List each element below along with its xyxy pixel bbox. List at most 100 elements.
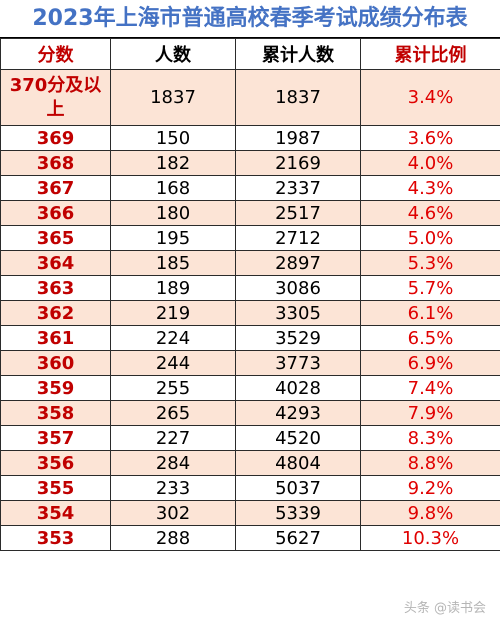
- page-title: 2023年上海市普通高校春季考试成绩分布表: [0, 0, 500, 38]
- score-cell: 357: [0, 425, 111, 451]
- table-row: 354 302 5339 9.8%: [0, 500, 500, 526]
- count-cell: 302: [110, 500, 236, 526]
- cumulative-cell: 1837: [235, 69, 361, 126]
- cumulative-cell: 2517: [235, 200, 361, 226]
- ratio-cell: 7.4%: [360, 375, 500, 401]
- score-cell: 356: [0, 450, 111, 476]
- ratio-cell: 8.3%: [360, 425, 500, 451]
- cumulative-cell: 3773: [235, 350, 361, 376]
- score-table: 分数 人数 累计人数 累计比例 370分及以上 1837 1837 3.4% 369 15…: [0, 38, 500, 551]
- ratio-cell: 6.1%: [360, 300, 500, 326]
- header-cumulative: 累计人数: [235, 38, 361, 70]
- score-cell: 366: [0, 200, 111, 226]
- cumulative-cell: 2712: [235, 225, 361, 251]
- table-row: 353 288 5627 10.3%: [0, 525, 500, 551]
- ratio-cell: 5.7%: [360, 275, 500, 301]
- count-cell: 185: [110, 250, 236, 276]
- cumulative-cell: 2897: [235, 250, 361, 276]
- score-cell: 362: [0, 300, 111, 326]
- count-cell: 265: [110, 400, 236, 426]
- table-row: 364 185 2897 5.3%: [0, 250, 500, 276]
- ratio-cell: 8.8%: [360, 450, 500, 476]
- score-cell: 361: [0, 325, 111, 351]
- table-body: 370分及以上 1837 1837 3.4% 369 150 1987 3.6% 368 182 2…: [0, 69, 500, 551]
- header-count: 人数: [110, 38, 236, 70]
- table-row: 366 180 2517 4.6%: [0, 200, 500, 226]
- table-row: 365 195 2712 5.0%: [0, 225, 500, 251]
- ratio-cell: 6.5%: [360, 325, 500, 351]
- cumulative-cell: 3529: [235, 325, 361, 351]
- ratio-cell: 10.3%: [360, 525, 500, 551]
- table-header-row: 分数 人数 累计人数 累计比例: [0, 38, 500, 70]
- count-cell: 189: [110, 275, 236, 301]
- table-row: 357 227 4520 8.3%: [0, 425, 500, 451]
- cumulative-cell: 4804: [235, 450, 361, 476]
- table-row: 356 284 4804 8.8%: [0, 450, 500, 476]
- score-cell: 365: [0, 225, 111, 251]
- table-row: 369 150 1987 3.6%: [0, 125, 500, 151]
- table-row: 358 265 4293 7.9%: [0, 400, 500, 426]
- table-row: 368 182 2169 4.0%: [0, 150, 500, 176]
- cumulative-cell: 4293: [235, 400, 361, 426]
- cumulative-cell: 3086: [235, 275, 361, 301]
- score-cell: 353: [0, 525, 111, 551]
- score-cell: 358: [0, 400, 111, 426]
- score-cell: 354: [0, 500, 111, 526]
- count-cell: 284: [110, 450, 236, 476]
- count-cell: 227: [110, 425, 236, 451]
- score-cell: 359: [0, 375, 111, 401]
- table-row: 370分及以上 1837 1837 3.4%: [0, 69, 500, 126]
- count-cell: 224: [110, 325, 236, 351]
- ratio-cell: 5.0%: [360, 225, 500, 251]
- score-cell: 364: [0, 250, 111, 276]
- ratio-cell: 4.6%: [360, 200, 500, 226]
- count-cell: 150: [110, 125, 236, 151]
- score-cell: 360: [0, 350, 111, 376]
- count-cell: 180: [110, 200, 236, 226]
- cumulative-cell: 4520: [235, 425, 361, 451]
- table-row: 363 189 3086 5.7%: [0, 275, 500, 301]
- count-cell: 255: [110, 375, 236, 401]
- cumulative-cell: 5037: [235, 475, 361, 501]
- ratio-cell: 4.3%: [360, 175, 500, 201]
- score-cell: 355: [0, 475, 111, 501]
- ratio-cell: 9.2%: [360, 475, 500, 501]
- count-cell: 182: [110, 150, 236, 176]
- count-cell: 195: [110, 225, 236, 251]
- cumulative-cell: 5339: [235, 500, 361, 526]
- header-score: 分数: [0, 38, 111, 70]
- ratio-cell: 3.4%: [360, 69, 500, 126]
- table-row: 362 219 3305 6.1%: [0, 300, 500, 326]
- count-cell: 219: [110, 300, 236, 326]
- table-row: 360 244 3773 6.9%: [0, 350, 500, 376]
- table-row: 361 224 3529 6.5%: [0, 325, 500, 351]
- table-row: 355 233 5037 9.2%: [0, 475, 500, 501]
- score-cell: 368: [0, 150, 111, 176]
- count-cell: 168: [110, 175, 236, 201]
- table-row: 367 168 2337 4.3%: [0, 175, 500, 201]
- cumulative-cell: 4028: [235, 375, 361, 401]
- cumulative-cell: 1987: [235, 125, 361, 151]
- ratio-cell: 4.0%: [360, 150, 500, 176]
- count-cell: 1837: [110, 69, 236, 126]
- count-cell: 244: [110, 350, 236, 376]
- ratio-cell: 7.9%: [360, 400, 500, 426]
- cumulative-cell: 2337: [235, 175, 361, 201]
- count-cell: 233: [110, 475, 236, 501]
- count-cell: 288: [110, 525, 236, 551]
- score-cell: 369: [0, 125, 111, 151]
- score-cell: 370分及以上: [0, 69, 111, 126]
- ratio-cell: 9.8%: [360, 500, 500, 526]
- score-cell: 367: [0, 175, 111, 201]
- score-cell: 363: [0, 275, 111, 301]
- cumulative-cell: 3305: [235, 300, 361, 326]
- header-ratio: 累计比例: [360, 38, 500, 70]
- ratio-cell: 5.3%: [360, 250, 500, 276]
- cumulative-cell: 5627: [235, 525, 361, 551]
- table-row: 359 255 4028 7.4%: [0, 375, 500, 401]
- ratio-cell: 3.6%: [360, 125, 500, 151]
- cumulative-cell: 2169: [235, 150, 361, 176]
- watermark: 头条 @读书会: [403, 601, 486, 616]
- ratio-cell: 6.9%: [360, 350, 500, 376]
